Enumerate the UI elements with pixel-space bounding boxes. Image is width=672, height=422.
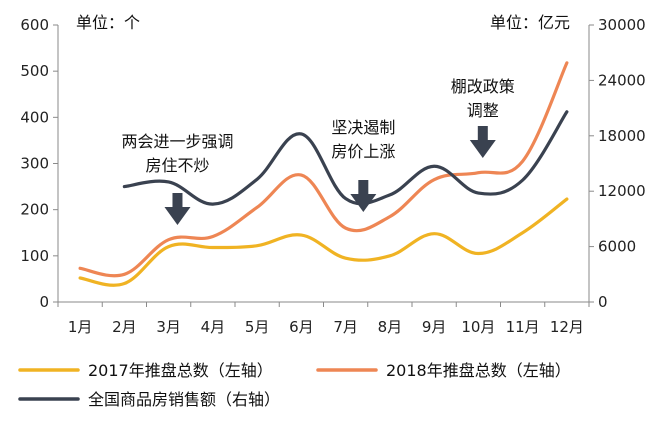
left-y-tick-label: 0 [39, 293, 49, 311]
left-y-tick-label: 100 [20, 247, 49, 265]
x-tick-label: 10月 [461, 318, 495, 336]
arrow-shaft [477, 126, 488, 140]
annotation-text: 棚改政策 [451, 77, 515, 96]
right-y-tick-label: 18000 [598, 127, 646, 145]
series-line-1 [78, 61, 569, 278]
series-line-2 [122, 110, 569, 206]
arrow-head [350, 194, 377, 212]
annotation-down-arrow-icon [164, 193, 191, 225]
left-y-tick-label: 500 [20, 62, 49, 80]
annotation-text: 调整 [467, 101, 499, 120]
x-tick-label: 7月 [333, 318, 358, 336]
annotation-down-arrow-icon [469, 126, 496, 158]
x-tick-label: 8月 [378, 318, 403, 336]
left-y-tick-label: 300 [20, 155, 49, 173]
x-tick-label: 2月 [112, 318, 137, 336]
x-tick-label: 11月 [506, 318, 540, 336]
right-y-tick-label: 24000 [598, 71, 646, 89]
legend-item-0: 2017年推盘总数（左轴） [18, 361, 273, 380]
legend-label: 2017年推盘总数（左轴） [88, 361, 273, 380]
legend-label: 全国商品房销售额（右轴） [88, 390, 280, 409]
legend-item-2: 全国商品房销售额（右轴） [18, 390, 280, 409]
annotation-text: 两会进一步强调 [121, 132, 233, 151]
x-tick-label: 9月 [422, 318, 447, 336]
x-tick-label: 3月 [156, 318, 181, 336]
left-y-tick-label: 200 [20, 201, 49, 219]
arrow-head [469, 140, 496, 158]
annotation-down-arrow-icon [350, 180, 377, 212]
right-axis-unit: 单位：亿元 [490, 13, 570, 32]
arrow-shaft [358, 180, 369, 194]
right-y-tick-label: 30000 [598, 16, 646, 34]
x-tick-label: 12月 [550, 318, 584, 336]
x-tick-label: 5月 [245, 318, 270, 336]
right-y-tick-label: 0 [598, 293, 608, 311]
left-axis-unit: 单位：个 [76, 13, 140, 32]
right-y-tick-label: 6000 [598, 238, 636, 256]
annotation-text: 房价上涨 [331, 142, 395, 161]
arrow-head [164, 207, 191, 225]
annotation-text: 房住不炒 [145, 156, 209, 175]
x-tick-label: 1月 [68, 318, 93, 336]
right-y-tick-label: 12000 [598, 182, 646, 200]
arrow-shaft [172, 193, 183, 207]
x-tick-label: 6月 [289, 318, 314, 336]
legend-item-1: 2018年推盘总数（左轴） [316, 361, 571, 380]
annotation-text: 坚决遏制 [331, 118, 395, 137]
legend-label: 2018年推盘总数（左轴） [386, 361, 571, 380]
left-y-tick-label: 600 [20, 16, 49, 34]
series-line-0 [78, 197, 569, 287]
x-tick-label: 4月 [201, 318, 226, 336]
left-y-tick-label: 400 [20, 108, 49, 126]
